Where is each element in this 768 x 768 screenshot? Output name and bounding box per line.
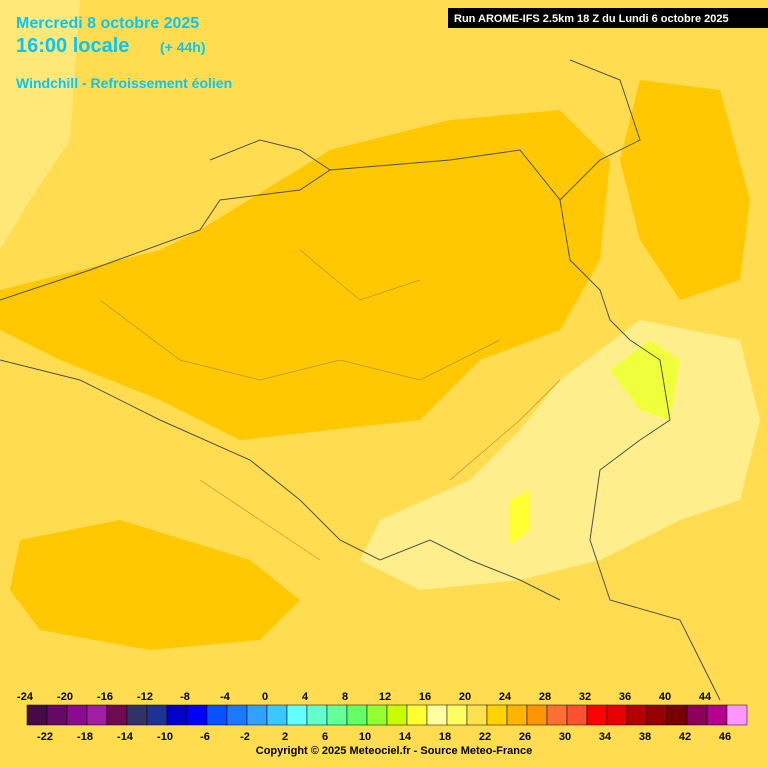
colorbar-label: 16 — [419, 691, 431, 703]
color-swatch — [666, 704, 688, 726]
colorbar-label: -22 — [37, 731, 53, 743]
color-swatch — [646, 704, 668, 726]
color-swatch — [366, 704, 388, 726]
colorbar-label: -4 — [220, 691, 231, 703]
lead-time: (+ 44h) — [160, 39, 206, 55]
colorbar: -24-22-20-18-16-14-12-10-8-6-4-202468101… — [17, 691, 748, 743]
colorbar-label: 0 — [262, 691, 268, 703]
colorbar-label: 10 — [359, 731, 371, 743]
color-swatch — [166, 704, 188, 726]
copyright: Copyright © 2025 Meteociel.fr - Source M… — [256, 745, 532, 757]
color-swatch — [386, 704, 408, 726]
color-swatch — [526, 704, 548, 726]
colorbar-label: 8 — [342, 691, 348, 703]
border-line — [0, 359, 561, 601]
colorbar-label: 24 — [499, 691, 512, 703]
colorbar-label: -6 — [200, 731, 210, 743]
color-swatch — [546, 704, 568, 726]
colorbar-label: 20 — [459, 691, 471, 703]
color-swatch — [406, 704, 428, 726]
color-swatch — [226, 704, 248, 726]
color-swatch — [346, 704, 368, 726]
colorbar-label: 18 — [439, 731, 451, 743]
color-swatch — [626, 704, 648, 726]
cold-zone — [620, 80, 750, 300]
coast-line — [209, 139, 331, 171]
colorbar-label: 36 — [619, 691, 631, 703]
colorbar-label: 44 — [699, 691, 712, 703]
color-swatch — [726, 704, 748, 726]
colorbar-label: -18 — [77, 731, 93, 743]
colorbar-label: -20 — [57, 691, 73, 703]
colorbar-label: 32 — [579, 691, 591, 703]
colorbar-label: 26 — [519, 731, 531, 743]
colorbar-label: 34 — [599, 731, 612, 743]
color-swatch — [686, 704, 708, 726]
region-line — [99, 249, 561, 561]
color-swatch — [106, 704, 128, 726]
date: Mercredi 8 octobre 2025 — [16, 15, 199, 32]
color-swatch — [606, 704, 628, 726]
colorbar-label: -24 — [17, 691, 34, 703]
color-swatch — [206, 704, 228, 726]
colorbar-label: 12 — [379, 691, 391, 703]
colorbar-label: 46 — [719, 731, 731, 743]
color-swatch — [326, 704, 348, 726]
sea-area — [0, 0, 80, 250]
colorbar-label: -2 — [240, 731, 250, 743]
time: 16:00 locale — [16, 35, 129, 57]
color-swatch — [286, 704, 308, 726]
colorbar-label: 28 — [539, 691, 551, 703]
parameter: Windchill - Refroissement éolien — [16, 75, 232, 91]
color-swatch — [486, 704, 508, 726]
run-info: Run AROME-IFS 2.5km 18 Z du Lundi 6 octo… — [454, 13, 729, 25]
border-line — [0, 149, 721, 701]
color-swatch — [706, 704, 728, 726]
colorbar-label: -12 — [137, 691, 153, 703]
color-swatch — [586, 704, 608, 726]
colorbar-label: 30 — [559, 731, 571, 743]
color-swatch — [146, 704, 168, 726]
colorbar-label: -16 — [97, 691, 113, 703]
colorbar-label: 14 — [399, 731, 412, 743]
colorbar-label: 6 — [322, 731, 328, 743]
colorbar-label: 38 — [639, 731, 651, 743]
colorbar-label: -8 — [180, 691, 190, 703]
colorbar-label: 40 — [659, 691, 671, 703]
warm-core — [610, 340, 680, 420]
color-swatch — [246, 704, 268, 726]
color-swatch — [126, 704, 148, 726]
color-swatch — [306, 704, 328, 726]
colorbar-label: -14 — [117, 731, 134, 743]
color-swatch — [66, 704, 88, 726]
cold-zone — [10, 520, 300, 650]
colorbar-label: 22 — [479, 731, 491, 743]
color-swatch — [426, 704, 448, 726]
color-swatch — [46, 704, 68, 726]
border-line — [559, 59, 641, 201]
color-swatch — [86, 704, 108, 726]
colorbar-label: 2 — [282, 731, 288, 743]
color-swatch — [26, 704, 48, 726]
colorbar-label: -10 — [157, 731, 173, 743]
warm-core — [510, 490, 530, 545]
color-swatch — [466, 704, 488, 726]
color-swatch — [446, 704, 468, 726]
colorbar-label: 42 — [679, 731, 691, 743]
color-swatch — [566, 704, 588, 726]
color-swatch — [266, 704, 288, 726]
color-swatch — [506, 704, 528, 726]
color-swatch — [186, 704, 208, 726]
run-box — [448, 8, 768, 28]
colorbar-label: 4 — [302, 691, 309, 703]
cold-zone — [0, 110, 610, 440]
